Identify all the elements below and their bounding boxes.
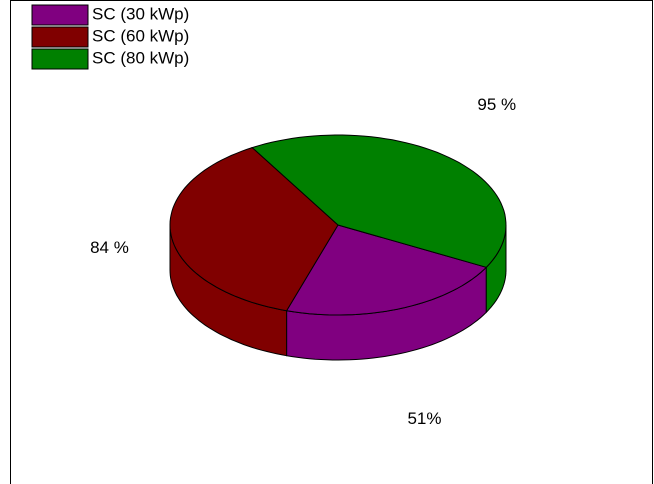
data-label: 51% bbox=[407, 409, 441, 428]
legend-label: SC (80 kWp) bbox=[92, 48, 189, 67]
data-label: 84 % bbox=[90, 238, 129, 257]
pie-slice bbox=[285, 224, 488, 316]
legend-swatch bbox=[31, 4, 89, 26]
legend-swatch bbox=[31, 26, 89, 48]
pie-slice bbox=[251, 134, 507, 268]
legend-label: SC (60 kWp) bbox=[92, 26, 189, 45]
legend-swatch bbox=[31, 48, 89, 70]
legend-label: SC (30 kWp) bbox=[92, 4, 189, 23]
data-label: 95 % bbox=[477, 95, 516, 114]
pie-slice bbox=[169, 147, 339, 312]
